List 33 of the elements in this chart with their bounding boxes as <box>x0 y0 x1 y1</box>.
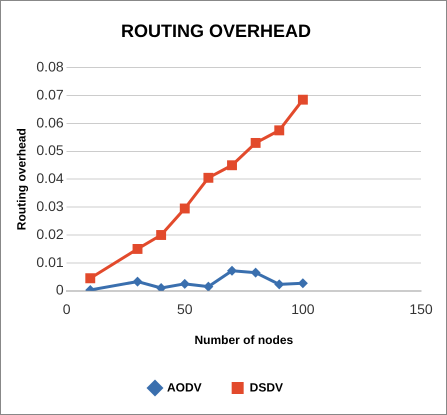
point <box>298 94 308 105</box>
x-axis-title: Number of nodes <box>194 333 294 348</box>
y-tick-label: 0 <box>56 282 64 298</box>
point <box>250 268 261 278</box>
y-tick-label: 0.01 <box>36 254 64 270</box>
y-tick-label: 0.07 <box>36 86 64 102</box>
point <box>227 266 238 276</box>
chart-title: ROUTING OVERHEAD <box>120 20 312 41</box>
point <box>203 172 214 183</box>
y-tick-label: 0.08 <box>36 58 64 74</box>
point <box>274 279 284 290</box>
point <box>274 125 284 136</box>
point <box>227 160 237 170</box>
point <box>250 138 261 148</box>
y-axis-title: Routing overhead <box>14 128 29 230</box>
x-tick-label: 100 <box>291 301 315 318</box>
y-tick-label: 0.06 <box>36 114 64 130</box>
point <box>132 276 143 287</box>
legend-label: DSDV <box>250 380 284 394</box>
point <box>85 273 96 284</box>
point <box>203 282 214 291</box>
point <box>132 244 142 254</box>
y-tick-label: 0.05 <box>36 142 64 158</box>
point <box>180 204 190 214</box>
x-tick-label: 50 <box>176 301 193 318</box>
point <box>298 278 308 288</box>
y-tick-label: 0.04 <box>36 170 64 186</box>
legend-label: AODV <box>166 380 202 394</box>
y-tick-label: 0.02 <box>36 226 64 242</box>
x-tick-label: 150 <box>409 301 433 318</box>
point <box>156 230 166 240</box>
point <box>180 278 190 289</box>
y-tick-label: 0.03 <box>36 198 64 214</box>
